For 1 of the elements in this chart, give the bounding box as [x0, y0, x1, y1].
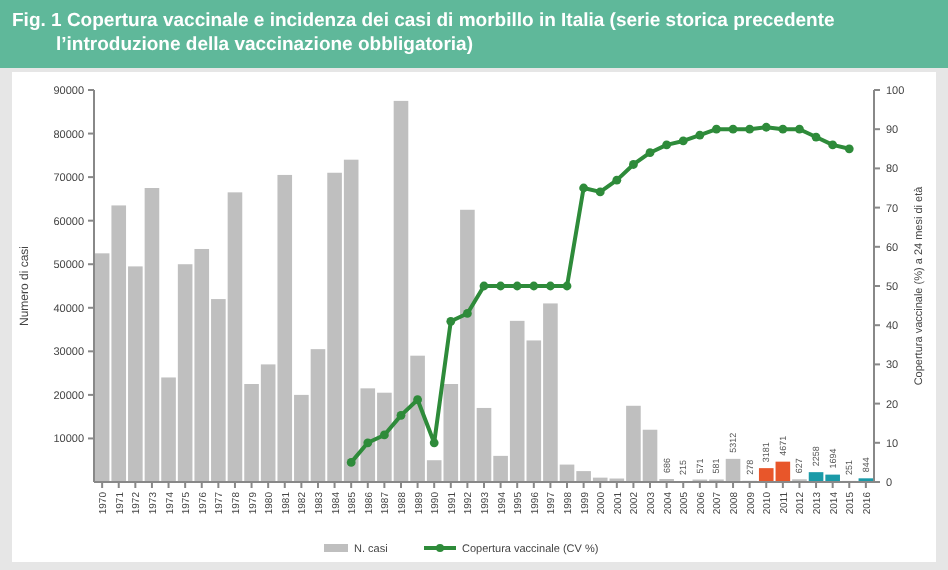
chart-title: Fig. 1 Copertura vaccinale e incidenza dei casi di morbillo in Italia (serie storica precedente l’introduzione della vaccinazione obbligatoria): [12, 10, 835, 56]
